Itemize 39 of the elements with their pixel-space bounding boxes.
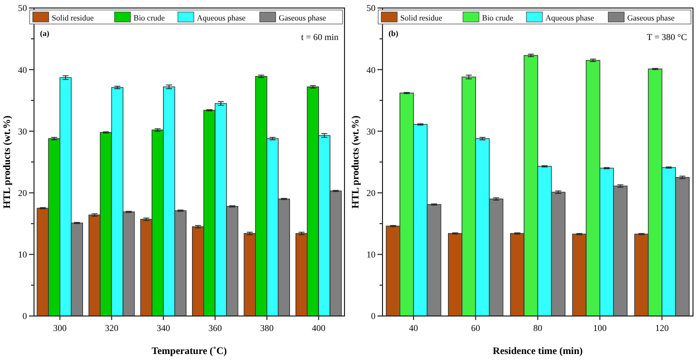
legend-label: Aqueous phase — [545, 14, 595, 22]
y-tick-label: 30 — [366, 126, 376, 136]
legend-label: Aqueous phase — [196, 14, 246, 22]
y-tick-label: 30 — [18, 126, 28, 136]
y-tick-label: 10 — [366, 250, 376, 260]
x-tick-label: 100 — [593, 323, 608, 333]
y-axis-title: HTL products (wt.%) — [350, 116, 362, 208]
annotation: t = 60 min — [301, 32, 339, 42]
legend-label: Gaseous phase — [627, 14, 675, 22]
x-tick-label: 400 — [312, 323, 326, 333]
x-tick-label: 380 — [260, 323, 274, 333]
y-tick-label: 50 — [366, 3, 376, 14]
annotation: (a) — [40, 29, 50, 38]
x-axis-title: Temperature (˚C) — [152, 346, 227, 357]
legend-label: Gaseous phase — [278, 14, 326, 22]
y-tick-label: 0 — [22, 311, 28, 322]
x-tick-label: 60 — [471, 323, 481, 333]
y-tick-label: 40 — [366, 64, 376, 75]
annotation: (b) — [388, 29, 399, 38]
x-tick-label: 300 — [53, 323, 68, 333]
legend-label: Solid residue — [400, 14, 443, 22]
y-tick-label: 50 — [18, 3, 28, 14]
annotation: T = 380 °C — [646, 32, 687, 42]
y-tick-label: 40 — [18, 64, 28, 75]
x-axis-title: Residence time (min) — [492, 346, 583, 357]
x-tick-label: 40 — [409, 323, 419, 333]
legend-label: Bio crude — [134, 14, 166, 22]
y-tick-label: 20 — [18, 188, 28, 198]
y-tick-label: 20 — [366, 188, 376, 198]
x-tick-label: 320 — [104, 323, 119, 333]
legend-label: Solid residue — [52, 14, 94, 22]
x-tick-label: 80 — [533, 323, 543, 333]
x-tick-label: 120 — [655, 323, 670, 333]
y-tick-label: 0 — [371, 311, 376, 322]
y-axis-title: HTL products (wt.%) — [2, 116, 13, 208]
legend-label: Bio crude — [482, 14, 514, 22]
x-tick-label: 360 — [208, 323, 222, 333]
y-tick-label: 10 — [18, 250, 28, 260]
x-tick-label: 340 — [156, 323, 171, 333]
